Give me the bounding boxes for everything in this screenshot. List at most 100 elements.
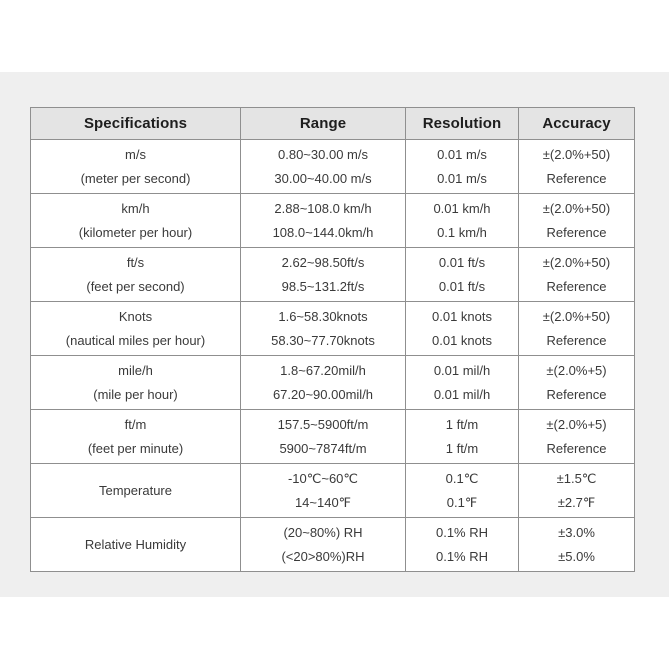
resolution-cell: 0.01 ft/s 0.01 ft/s xyxy=(405,248,518,301)
spec-line: Knots xyxy=(118,309,153,325)
resolution-cell: 0.1% RH 0.1% RH xyxy=(405,518,518,571)
spec-line: (mile per hour) xyxy=(93,386,178,402)
table-row-ms: m/s (meter per second) 0.80~30.00 m/s 30… xyxy=(31,139,634,193)
resolution-line: 0.01 ft/s xyxy=(438,255,486,271)
accuracy-line: ±(2.0%+50) xyxy=(542,147,611,163)
spec-line: m/s xyxy=(125,147,146,163)
table-row-mileh: mile/h (mile per hour) 1.8~67.20mil/h 67… xyxy=(31,355,634,409)
accuracy-cell: ±(2.0%+50) Reference xyxy=(518,302,634,355)
accuracy-line: ±5.0% xyxy=(558,548,595,564)
spec-cell: ft/s (feet per second) xyxy=(31,248,240,301)
range-line: 0.80~30.00 m/s xyxy=(278,147,368,163)
accuracy-line: ±1.5℃ xyxy=(556,471,597,487)
spec-line: Relative Humidity xyxy=(84,537,187,552)
resolution-line: 0.01 km/h xyxy=(433,201,491,217)
table-row-knots: Knots (nautical miles per hour) 1.6~58.3… xyxy=(31,301,634,355)
resolution-line: 0.1% RH xyxy=(435,548,489,564)
resolution-cell: 0.01 knots 0.01 knots xyxy=(405,302,518,355)
accuracy-line: ±(2.0%+5) xyxy=(546,363,607,379)
range-line: 2.88~108.0 km/h xyxy=(274,201,372,217)
range-cell: 1.6~58.30knots 58.30~77.70knots xyxy=(240,302,405,355)
resolution-cell: 0.01 m/s 0.01 m/s xyxy=(405,140,518,193)
resolution-line: 0.01 ft/s xyxy=(438,278,486,294)
range-line: 108.0~144.0km/h xyxy=(272,224,374,240)
resolution-line: 1 ft/m xyxy=(445,440,479,456)
accuracy-cell: ±(2.0%+5) Reference xyxy=(518,356,634,409)
accuracy-cell: ±3.0% ±5.0% xyxy=(518,518,634,571)
range-line: (<20>80%)RH xyxy=(281,548,365,564)
range-line: 5900~7874ft/m xyxy=(279,440,367,456)
resolution-line: 0.01 mil/h xyxy=(433,363,491,379)
table-row-temperature: Temperature -10℃~60℃ 14~140℉ 0.1℃ 0.1℉ ±… xyxy=(31,463,634,517)
range-cell: -10℃~60℃ 14~140℉ xyxy=(240,464,405,517)
spec-line: km/h xyxy=(121,201,150,217)
resolution-cell: 0.01 km/h 0.1 km/h xyxy=(405,194,518,247)
accuracy-cell: ±(2.0%+50) Reference xyxy=(518,248,634,301)
accuracy-line: Reference xyxy=(546,278,607,294)
resolution-cell: 0.1℃ 0.1℉ xyxy=(405,464,518,517)
specifications-table: Specifications Range Resolution Accuracy… xyxy=(30,107,635,572)
range-line: 98.5~131.2ft/s xyxy=(281,278,365,294)
col-header-label: Specifications xyxy=(83,115,188,132)
range-line: 1.6~58.30knots xyxy=(278,309,368,325)
range-cell: 2.62~98.50ft/s 98.5~131.2ft/s xyxy=(240,248,405,301)
range-line: 67.20~90.00mil/h xyxy=(272,386,374,402)
spec-cell: Temperature xyxy=(31,464,240,517)
spec-line: ft/s xyxy=(126,255,145,271)
accuracy-line: Reference xyxy=(546,224,607,240)
range-line: 30.00~40.00 m/s xyxy=(274,170,372,186)
resolution-line: 1 ft/m xyxy=(445,417,479,433)
range-cell: 0.80~30.00 m/s 30.00~40.00 m/s xyxy=(240,140,405,193)
accuracy-cell: ±(2.0%+50) Reference xyxy=(518,140,634,193)
spec-cell: Relative Humidity xyxy=(31,518,240,571)
accuracy-line: Reference xyxy=(546,386,607,402)
table-row-fts: ft/s (feet per second) 2.62~98.50ft/s 98… xyxy=(31,247,634,301)
spec-cell: m/s (meter per second) xyxy=(31,140,240,193)
table-row-humidity: Relative Humidity (20~80%) RH (<20>80%)R… xyxy=(31,517,634,571)
spec-line: (feet per minute) xyxy=(87,440,184,456)
spec-line: mile/h xyxy=(118,363,153,379)
accuracy-line: ±(2.0%+5) xyxy=(546,417,607,433)
range-line: 1.8~67.20mil/h xyxy=(280,363,366,379)
resolution-line: 0.1℃ xyxy=(445,471,479,487)
col-header-label: Accuracy xyxy=(542,115,611,132)
range-line: (20~80%) RH xyxy=(283,525,363,541)
accuracy-line: Reference xyxy=(546,332,607,348)
range-line: 2.62~98.50ft/s xyxy=(281,255,365,271)
resolution-line: 0.1℉ xyxy=(446,494,478,510)
spec-cell: Knots (nautical miles per hour) xyxy=(31,302,240,355)
accuracy-cell: ±(2.0%+50) Reference xyxy=(518,194,634,247)
spec-cell: ft/m (feet per minute) xyxy=(31,410,240,463)
range-line: 14~140℉ xyxy=(294,494,352,510)
spec-line: (nautical miles per hour) xyxy=(65,332,206,348)
resolution-line: 0.01 knots xyxy=(432,309,492,325)
range-cell: 157.5~5900ft/m 5900~7874ft/m xyxy=(240,410,405,463)
resolution-cell: 1 ft/m 1 ft/m xyxy=(405,410,518,463)
accuracy-line: Reference xyxy=(546,170,607,186)
range-cell: (20~80%) RH (<20>80%)RH xyxy=(240,518,405,571)
range-line: 157.5~5900ft/m xyxy=(277,417,369,433)
col-header-range: Range xyxy=(240,108,405,139)
accuracy-line: ±(2.0%+50) xyxy=(542,255,611,271)
range-cell: 2.88~108.0 km/h 108.0~144.0km/h xyxy=(240,194,405,247)
range-line: -10℃~60℃ xyxy=(287,471,359,487)
spec-cell: km/h (kilometer per hour) xyxy=(31,194,240,247)
resolution-line: 0.01 mil/h xyxy=(433,386,491,402)
resolution-line: 0.01 knots xyxy=(432,332,492,348)
table-row-kmh: km/h (kilometer per hour) 2.88~108.0 km/… xyxy=(31,193,634,247)
range-line: 58.30~77.70knots xyxy=(271,332,375,348)
resolution-line: 0.1 km/h xyxy=(437,224,487,240)
col-header-resolution: Resolution xyxy=(405,108,518,139)
col-header-specifications: Specifications xyxy=(31,108,240,139)
accuracy-line: ±3.0% xyxy=(558,525,595,541)
spec-line: (kilometer per hour) xyxy=(78,224,193,240)
accuracy-line: ±(2.0%+50) xyxy=(542,309,611,325)
table-row-ftm: ft/m (feet per minute) 157.5~5900ft/m 59… xyxy=(31,409,634,463)
resolution-cell: 0.01 mil/h 0.01 mil/h xyxy=(405,356,518,409)
spec-line: (meter per second) xyxy=(80,170,191,186)
spec-cell: mile/h (mile per hour) xyxy=(31,356,240,409)
accuracy-line: ±(2.0%+50) xyxy=(542,201,611,217)
spec-line: Temperature xyxy=(99,483,172,498)
spec-line: (feet per second) xyxy=(86,278,185,294)
